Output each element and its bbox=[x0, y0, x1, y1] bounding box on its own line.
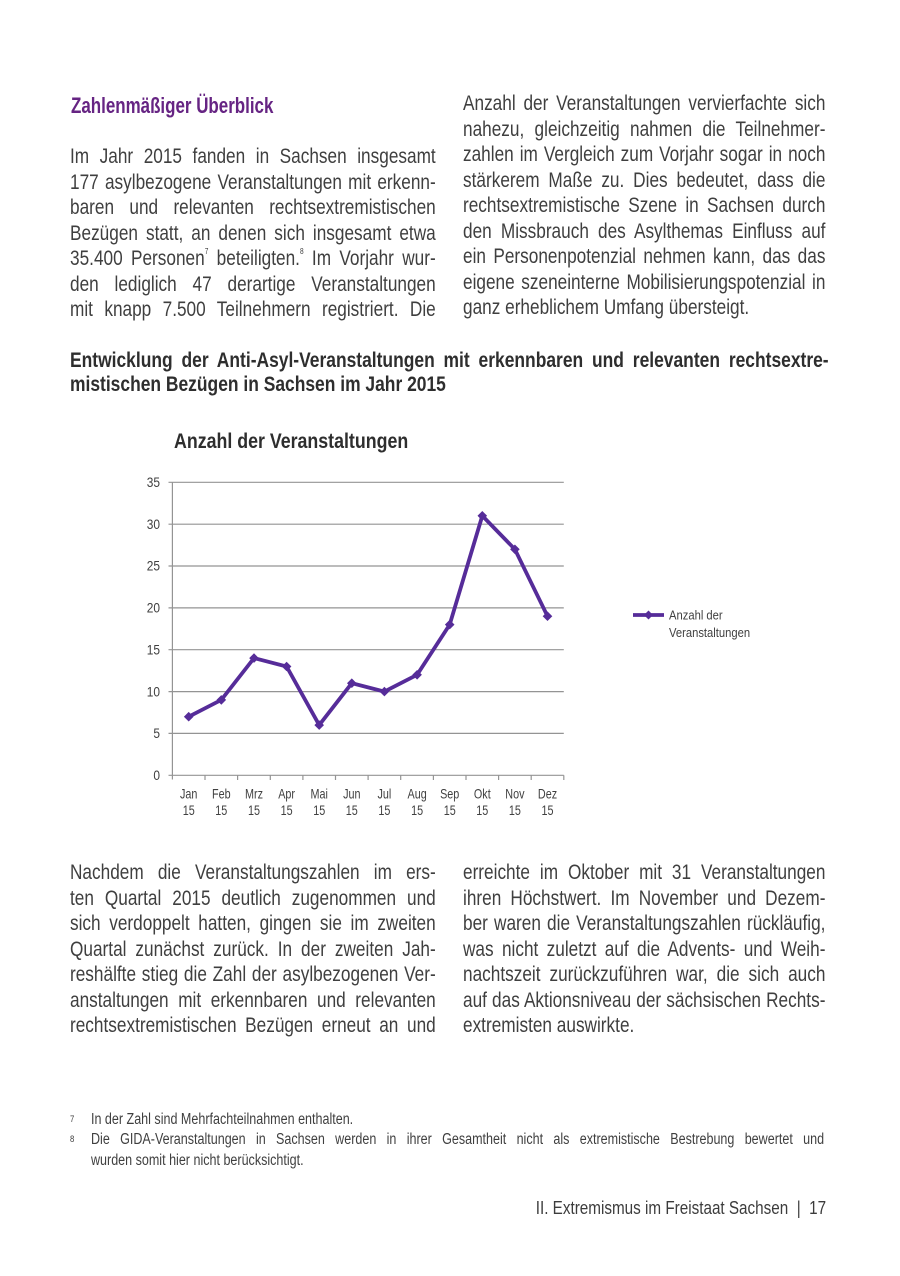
svg-text:15: 15 bbox=[509, 803, 521, 818]
svg-text:0: 0 bbox=[153, 767, 160, 783]
svg-text:Jul: Jul bbox=[377, 786, 391, 801]
svg-text:Apr: Apr bbox=[278, 786, 295, 801]
svg-text:15: 15 bbox=[444, 803, 456, 818]
svg-text:15: 15 bbox=[313, 803, 325, 818]
svg-text:Jan: Jan bbox=[180, 786, 197, 801]
svg-text:Veranstaltungen: Veranstaltungen bbox=[669, 625, 750, 640]
svg-text:15: 15 bbox=[248, 803, 260, 818]
svg-text:15: 15 bbox=[183, 803, 195, 818]
svg-text:10: 10 bbox=[147, 683, 160, 699]
svg-text:15: 15 bbox=[411, 803, 423, 818]
svg-text:20: 20 bbox=[147, 600, 160, 616]
svg-text:15: 15 bbox=[541, 803, 553, 818]
svg-text:15: 15 bbox=[378, 803, 390, 818]
svg-text:30: 30 bbox=[147, 516, 160, 532]
svg-text:15: 15 bbox=[346, 803, 358, 818]
svg-text:Mrz: Mrz bbox=[245, 786, 263, 801]
svg-text:15: 15 bbox=[281, 803, 293, 818]
svg-text:15: 15 bbox=[476, 803, 488, 818]
svg-text:Dez: Dez bbox=[538, 786, 557, 801]
svg-text:Okt: Okt bbox=[474, 786, 491, 801]
svg-text:15: 15 bbox=[215, 803, 227, 818]
svg-text:Nov: Nov bbox=[505, 786, 525, 801]
svg-text:Mai: Mai bbox=[310, 786, 327, 801]
svg-text:Feb: Feb bbox=[212, 786, 231, 801]
svg-text:25: 25 bbox=[147, 558, 160, 574]
svg-text:Jun: Jun bbox=[343, 786, 360, 801]
svg-text:5: 5 bbox=[153, 725, 160, 741]
svg-text:15: 15 bbox=[147, 641, 160, 657]
svg-text:Anzahl der: Anzahl der bbox=[669, 608, 723, 623]
svg-text:Aug: Aug bbox=[407, 786, 426, 801]
svg-text:Sep: Sep bbox=[440, 786, 459, 801]
svg-text:35: 35 bbox=[147, 474, 160, 490]
